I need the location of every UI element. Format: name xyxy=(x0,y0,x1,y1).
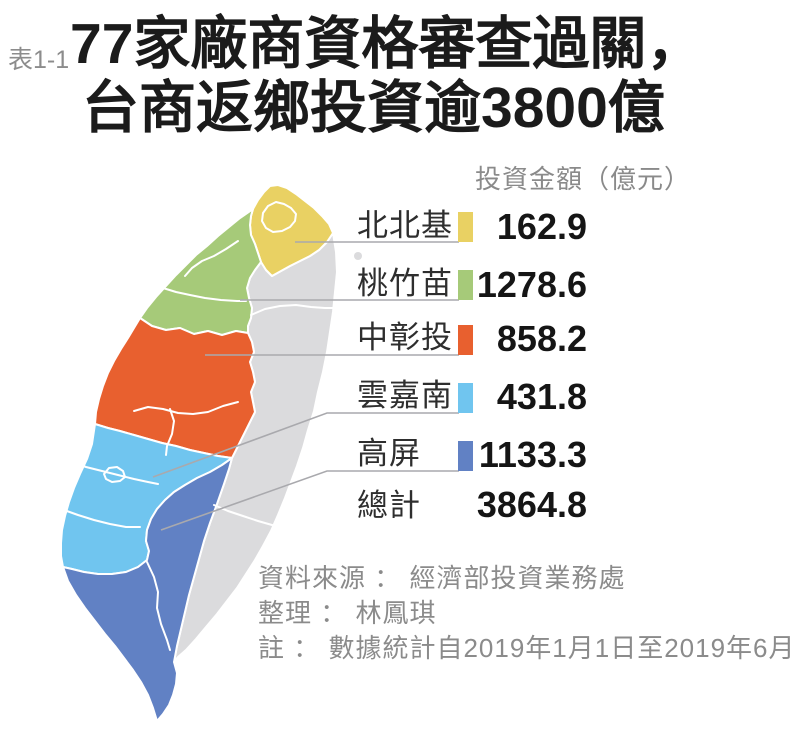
leader-line-gao-ping xyxy=(160,470,459,531)
legend-header: 投資金額（億元） xyxy=(475,164,692,194)
legend-label-yun-jia-nan: 雲嘉南 xyxy=(357,378,453,413)
legend-swatch-bei-bei-ji xyxy=(458,212,473,242)
legend-value-gao-ping: 1133.3 xyxy=(478,434,587,475)
footer-compiled-by: 整理 ： 林鳳琪 xyxy=(258,598,437,628)
footer-note: 註 ： 數據統計自2019年1月1日至2019年6月21日 xyxy=(258,633,792,663)
title-line-1: 77家廠商資格審查過關， xyxy=(70,12,704,76)
legend-label-tao-zhu-miao: 桃竹苗 xyxy=(357,266,453,301)
legend-label-bei-bei-ji: 北北基 xyxy=(357,208,453,243)
county-border-chiayi-tainan xyxy=(63,509,141,528)
legend-value-bei-bei-ji: 162.9 xyxy=(496,206,587,247)
offshore-islet xyxy=(354,252,362,260)
county-border-changhua-nantou xyxy=(165,408,175,456)
county-border-taipei-loop xyxy=(261,201,297,233)
county-border-taichung xyxy=(133,401,239,415)
legend-label-zhong-zhang-tou: 中彰投 xyxy=(357,320,453,355)
legend-value-tao-zhu-miao: 1278.6 xyxy=(476,264,587,305)
legend-swatch-zhong-zhang-tou xyxy=(458,325,473,355)
legend-swatch-yun-jia-nan xyxy=(458,383,473,413)
county-border-yilan xyxy=(250,304,334,316)
region-zhong-zhang-tou xyxy=(94,317,256,459)
county-border-chiayi-city-loop xyxy=(103,466,126,483)
legend-value-zhong-zhang-tou: 858.2 xyxy=(496,318,587,359)
title-line-2: 台商返鄉投資逾3800億 xyxy=(82,76,665,140)
county-border-kaohsiung-pingtung xyxy=(146,561,171,651)
legend-swatch-tao-zhu-miao xyxy=(458,270,473,300)
leader-line-yun-jia-nan xyxy=(152,412,459,478)
county-border-yunlin-chiayi xyxy=(71,461,159,485)
county-border-taoyuan xyxy=(184,240,239,277)
region-gao-ping xyxy=(62,457,233,722)
county-border-hsinchu-miaoli xyxy=(162,287,247,302)
legend-value-yun-jia-nan: 431.8 xyxy=(496,376,587,417)
legend-label-total: 總計 xyxy=(357,488,421,523)
legend-value-total: 3864.8 xyxy=(476,484,587,525)
region-tao-zhu-miao xyxy=(139,208,262,336)
legend-swatch-gao-ping xyxy=(458,441,473,471)
footer-source: 資料來源 ： 經濟部投資業務處 xyxy=(258,563,626,593)
legend-label-gao-ping: 高屏 xyxy=(357,436,421,471)
county-border-hualien-taitung xyxy=(213,504,284,530)
table-tag: 表1-1 xyxy=(8,46,70,74)
